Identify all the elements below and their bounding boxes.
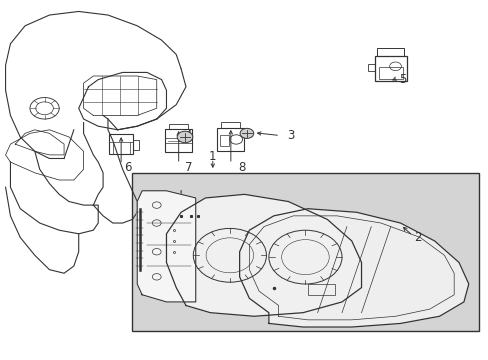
- Bar: [377, 48, 404, 56]
- Bar: [378, 67, 402, 78]
- Text: 6: 6: [123, 161, 131, 174]
- Text: 2: 2: [413, 231, 421, 244]
- Bar: [374, 56, 406, 81]
- Bar: [217, 128, 244, 151]
- Bar: [220, 135, 229, 147]
- Bar: [169, 123, 188, 129]
- Circle shape: [177, 131, 192, 143]
- Polygon shape: [137, 191, 195, 302]
- Bar: [307, 284, 334, 295]
- Text: 4: 4: [184, 129, 192, 142]
- Bar: [133, 140, 139, 150]
- Text: 1: 1: [209, 150, 216, 163]
- Text: 8: 8: [238, 161, 245, 174]
- Text: 7: 7: [184, 161, 192, 174]
- Bar: [367, 64, 374, 71]
- Polygon shape: [166, 194, 361, 316]
- Polygon shape: [239, 209, 468, 327]
- Bar: [132, 173, 478, 330]
- Bar: [221, 122, 240, 128]
- Bar: [165, 129, 192, 152]
- Bar: [109, 134, 133, 154]
- Text: 5: 5: [399, 73, 406, 86]
- Circle shape: [240, 129, 253, 138]
- Text: 3: 3: [286, 129, 294, 142]
